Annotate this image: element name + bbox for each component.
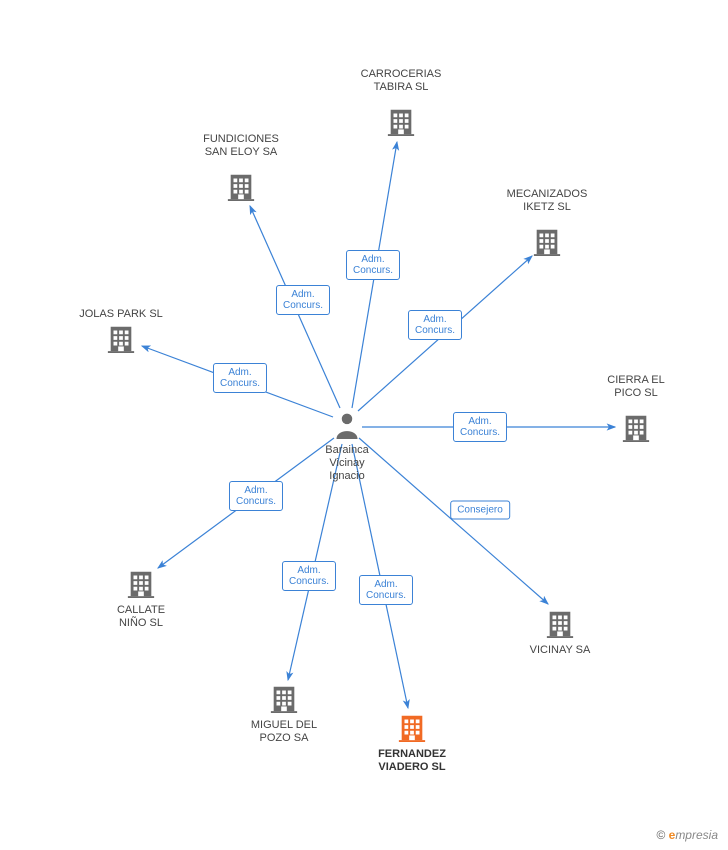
node-carrocerias-label: CARROCERIAS TABIRA SL	[361, 68, 442, 94]
company-label-text: VICINAY SA	[530, 644, 591, 657]
node-fundiciones[interactable]	[226, 171, 256, 206]
edge-label-mecanizados: Adm. Concurs.	[408, 310, 462, 340]
edge-label-carrocerias: Adm. Concurs.	[346, 250, 400, 280]
company-label-text: CALLATE NIÑO SL	[117, 604, 165, 630]
building-icon	[126, 585, 156, 602]
node-fernandez-label: FERNANDEZ VIADERO SL	[378, 748, 446, 774]
company-label-text: FERNANDEZ VIADERO SL	[378, 748, 446, 774]
edge-label-vicinay: Consejero	[450, 501, 510, 520]
edge-label-fernandez: Adm. Concurs.	[359, 575, 413, 605]
copyright: © empresia	[656, 828, 718, 842]
brand-rest: mpresia	[675, 828, 718, 842]
node-fernandez[interactable]	[397, 712, 427, 747]
building-icon	[532, 243, 562, 260]
building-icon	[226, 188, 256, 205]
network-canvas: Barainca Vicinay Ignacio CARROCERIAS TAB…	[0, 0, 728, 850]
company-label-text: CIERRA EL PICO SL	[607, 374, 664, 400]
edge-label-jolas: Adm. Concurs.	[213, 363, 267, 393]
building-icon	[397, 729, 427, 746]
node-carrocerias[interactable]	[386, 106, 416, 141]
node-callate[interactable]	[126, 568, 156, 603]
company-label-text: CARROCERIAS TABIRA SL	[361, 68, 442, 94]
company-label-text: FUNDICIONES SAN ELOY SA	[203, 133, 279, 159]
node-cierra-label: CIERRA EL PICO SL	[607, 374, 664, 400]
node-person-center-label: Barainca Vicinay Ignacio	[325, 444, 368, 483]
edge-label-miguel: Adm. Concurs.	[282, 561, 336, 591]
person-icon	[333, 427, 361, 444]
node-miguel[interactable]	[269, 683, 299, 718]
company-label-text: JOLAS PARK SL	[79, 308, 163, 321]
node-mecanizados-label: MECANIZADOS IKETZ SL	[507, 188, 588, 214]
building-icon	[269, 700, 299, 717]
building-icon	[621, 429, 651, 446]
node-callate-label: CALLATE NIÑO SL	[117, 604, 165, 630]
node-person-center[interactable]	[333, 410, 361, 445]
building-icon	[386, 123, 416, 140]
node-vicinay-label: VICINAY SA	[530, 644, 591, 657]
edge-label-cierra: Adm. Concurs.	[453, 412, 507, 442]
company-label-text: MIGUEL DEL POZO SA	[251, 719, 317, 745]
person-label-text: Barainca Vicinay Ignacio	[325, 444, 368, 483]
copyright-symbol: ©	[656, 828, 665, 842]
edges-layer	[0, 0, 728, 850]
building-icon	[545, 625, 575, 642]
node-mecanizados[interactable]	[532, 226, 562, 261]
node-fundiciones-label: FUNDICIONES SAN ELOY SA	[203, 133, 279, 159]
company-label-text: MECANIZADOS IKETZ SL	[507, 188, 588, 214]
node-vicinay[interactable]	[545, 608, 575, 643]
node-jolas[interactable]	[106, 323, 136, 358]
edge-label-callate: Adm. Concurs.	[229, 481, 283, 511]
node-jolas-label: JOLAS PARK SL	[79, 308, 163, 321]
node-miguel-label: MIGUEL DEL POZO SA	[251, 719, 317, 745]
node-cierra[interactable]	[621, 412, 651, 447]
building-icon	[106, 340, 136, 357]
edge-label-fundiciones: Adm. Concurs.	[276, 285, 330, 315]
